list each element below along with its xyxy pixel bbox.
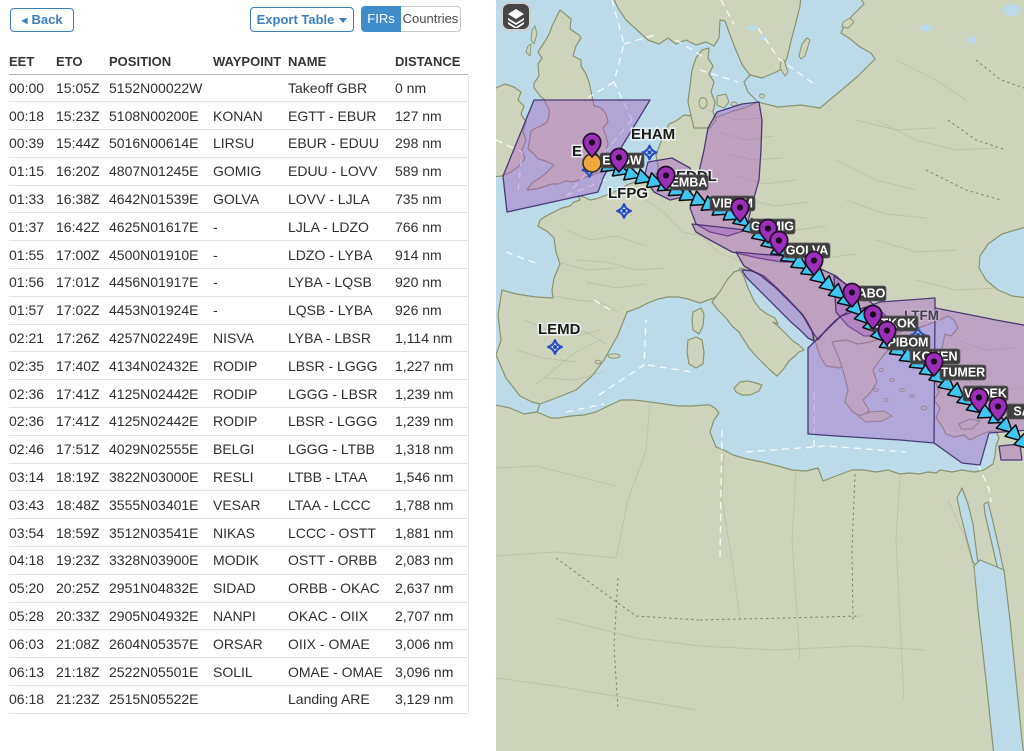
svg-text:LEMD: LEMD — [538, 321, 581, 338]
svg-text:TUMER: TUMER — [941, 366, 985, 380]
svg-text:PIBOM: PIBOM — [888, 336, 929, 350]
svg-text:EMBA: EMBA — [671, 176, 708, 190]
svg-text:E: E — [572, 143, 582, 160]
svg-text:LFPG: LFPG — [608, 185, 648, 202]
svg-text:EHAM: EHAM — [631, 126, 675, 143]
svg-text:SA: SA — [1013, 405, 1024, 419]
